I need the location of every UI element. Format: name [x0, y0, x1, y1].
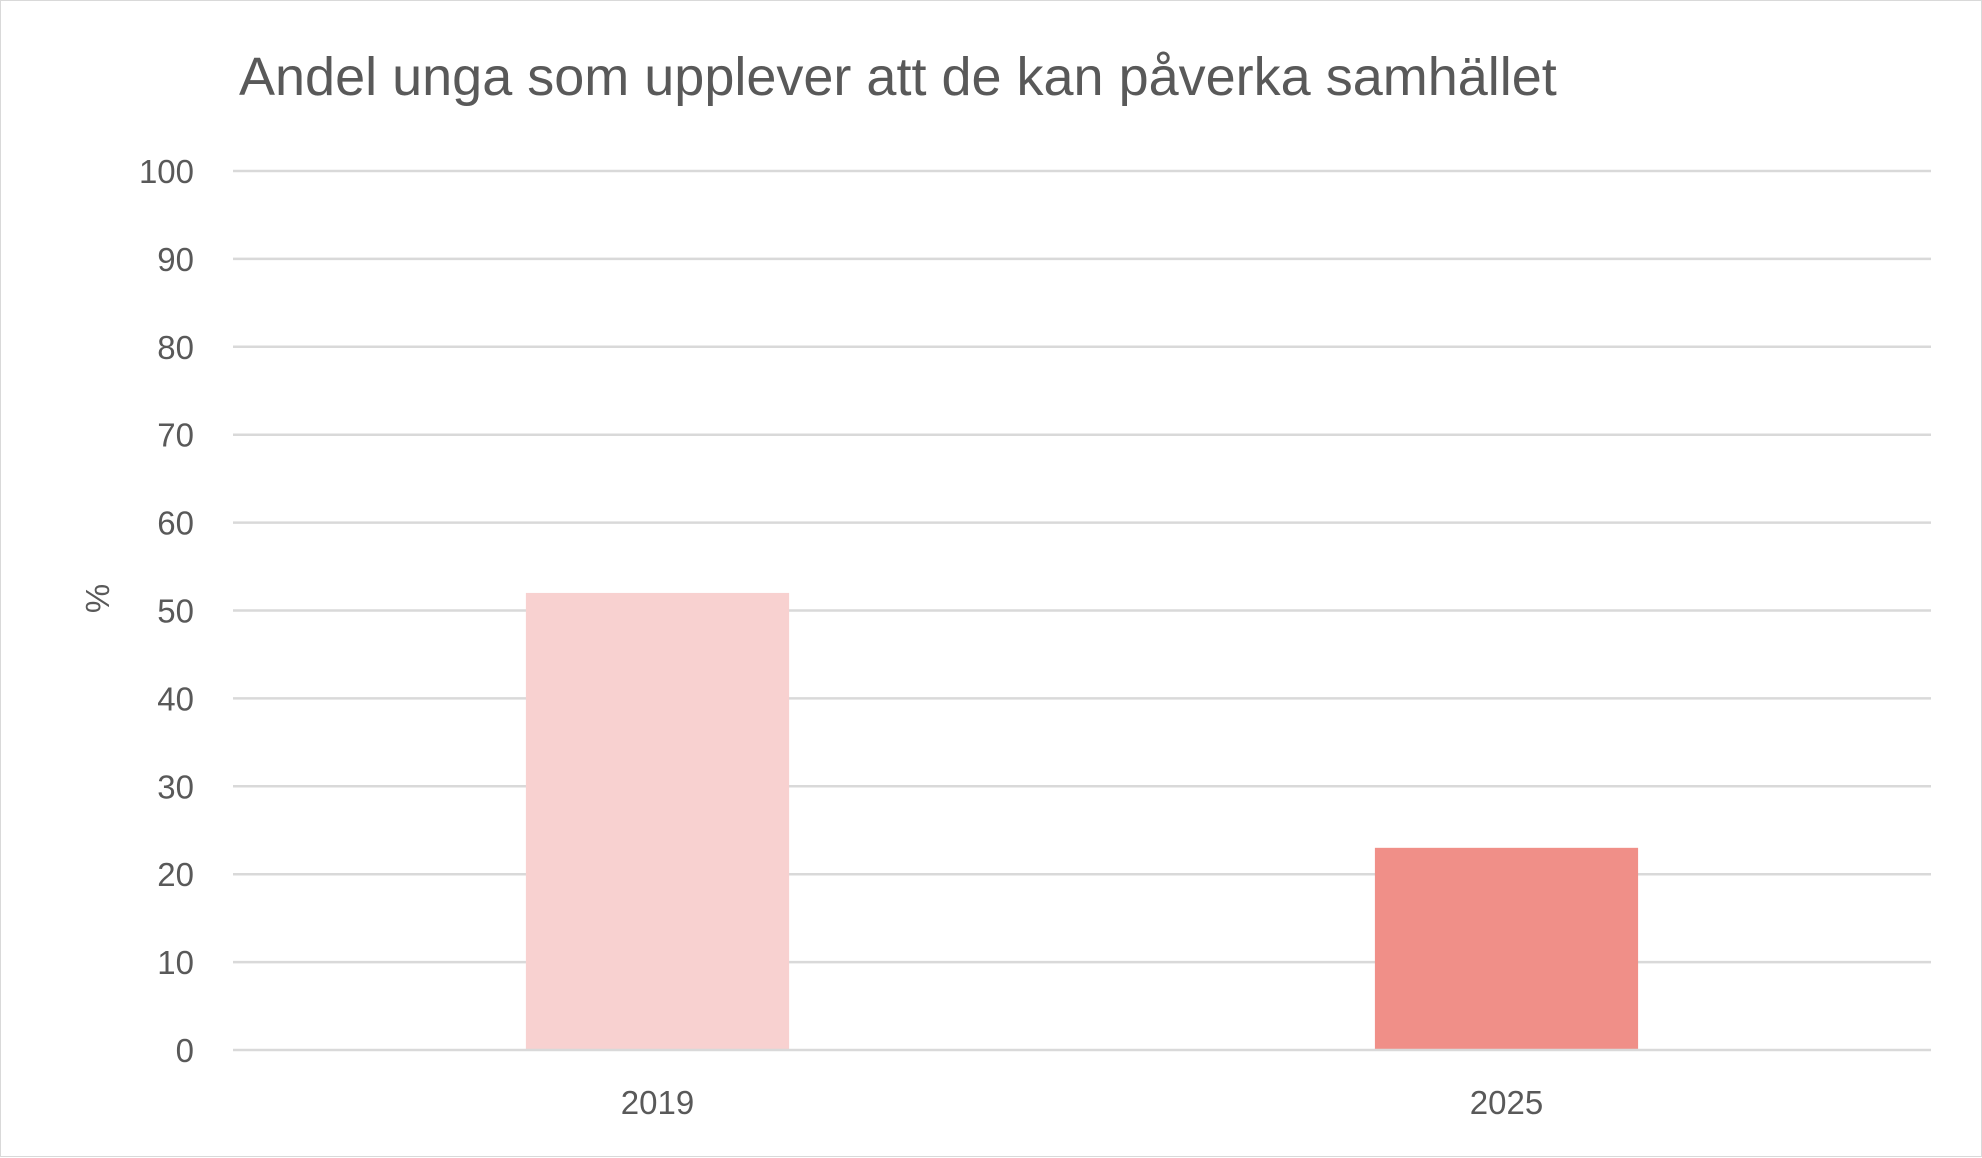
- y-tick-label: 50: [157, 593, 194, 630]
- y-axis-ticks: 0 10 20 30 40 50 60 70 80 90 100: [139, 153, 194, 1069]
- chart-title: Andel unga som upplever att de kan påver…: [239, 47, 1557, 107]
- x-axis-ticks: 2019 2025: [621, 1084, 1543, 1121]
- y-tick-label: 100: [139, 153, 194, 190]
- y-axis-label: %: [79, 584, 116, 613]
- y-tick-label: 80: [157, 329, 194, 366]
- y-tick-label: 20: [157, 856, 194, 893]
- y-tick-label: 10: [157, 944, 194, 981]
- bar-2025: [1374, 847, 1639, 1050]
- bars: [525, 592, 1639, 1050]
- gridlines: [233, 169, 1931, 964]
- y-tick-label: 40: [157, 680, 194, 717]
- y-tick-label: 70: [157, 417, 194, 454]
- y-tick-label: 90: [157, 241, 194, 278]
- y-tick-label: 30: [157, 768, 194, 805]
- y-tick-label: 60: [157, 505, 194, 542]
- x-tick-label: 2019: [621, 1084, 694, 1121]
- x-tick-label: 2025: [1470, 1084, 1543, 1121]
- bar-2019: [525, 592, 790, 1050]
- y-tick-label: 0: [176, 1032, 194, 1069]
